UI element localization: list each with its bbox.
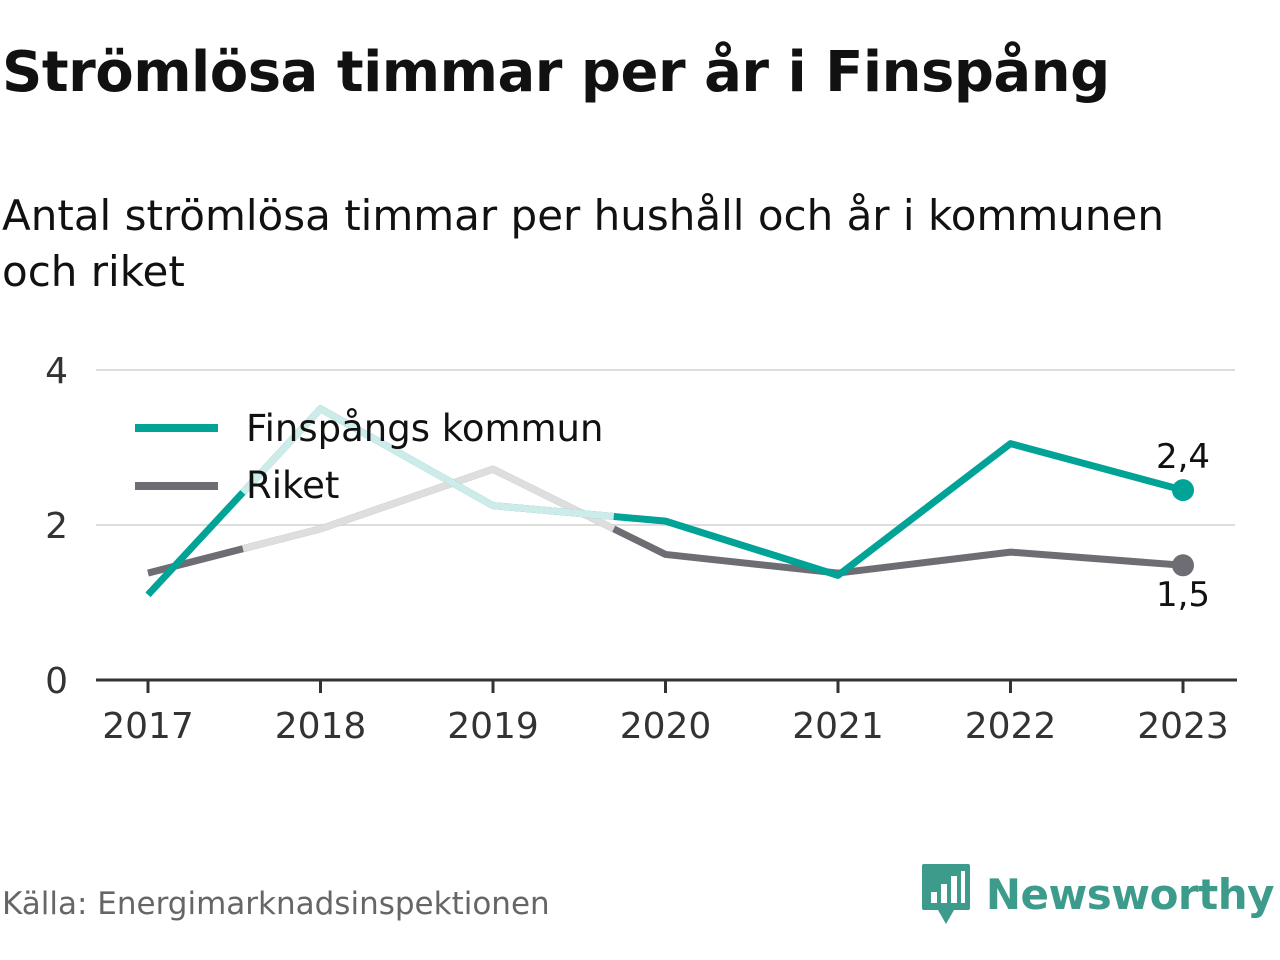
brand-name: Newsworthy [985,869,1275,919]
end-label-finspang: 2,4 [1156,437,1210,477]
x-tick-label: 2020 [620,706,712,747]
x-tick-label: 2017 [102,706,194,747]
line-chart: 0 2 4 2017 2018 2019 2020 2021 2022 2023 Finspång… [45,351,1237,747]
chart-title: Strömlösa timmar per år i Finspång [2,40,1110,105]
brand-logo: Newsworthy [920,862,1275,926]
endpoint-marker-finspang [1172,479,1194,502]
y-tick-label: 0 [45,661,68,702]
y-tick-label: 4 [45,351,68,392]
x-tick-label: 2023 [1137,706,1229,747]
series-faded-riket [242,465,616,553]
x-tick-label: 2018 [275,706,367,747]
end-label-riket: 1,5 [1156,575,1210,615]
end-labels: 2,4 1,5 [1156,437,1210,615]
x-tick-label: 2021 [792,706,884,747]
chat-bar-chart-icon [921,864,970,924]
x-tick-label: 2019 [447,706,539,747]
series-faded-finspang [240,405,615,520]
line-layer [145,405,1194,598]
legend-label-finspang: Finspångs kommun [246,407,603,450]
y-tick-label: 2 [45,506,68,547]
grid-layer [96,369,1235,526]
legend: Finspångs kommun Riket [135,407,603,507]
axis-layer: 0 2 4 2017 2018 2019 2020 2021 2022 2023 [45,351,1237,747]
endpoint-marker-riket [1172,554,1194,577]
legend-label-riket: Riket [246,464,339,507]
chart-subtitle: Antal strömlösa timmar per hushåll och å… [2,191,1164,296]
source-note: Källa: Energimarknadsinspektionen [2,886,550,922]
x-tick-label: 2022 [965,706,1057,747]
